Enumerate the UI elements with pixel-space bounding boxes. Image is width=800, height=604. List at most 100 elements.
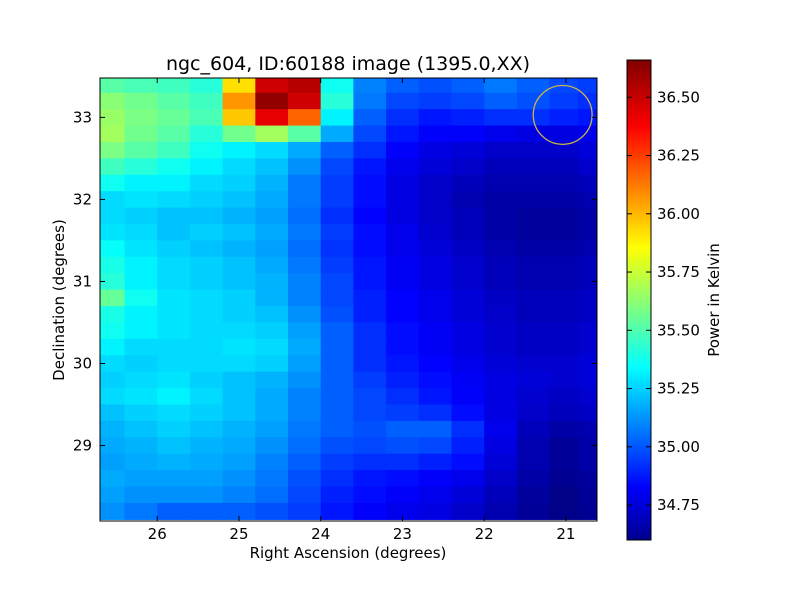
heatmap-cell xyxy=(320,191,355,209)
heatmap-cell xyxy=(100,224,126,242)
heatmap-cell xyxy=(484,207,518,225)
heatmap-cell xyxy=(516,420,551,438)
heatmap-cell xyxy=(549,338,579,356)
heatmap-cell xyxy=(255,470,289,488)
heatmap-cell xyxy=(451,273,485,291)
heatmap-cell xyxy=(484,453,518,471)
heatmap-cell xyxy=(222,388,256,406)
heatmap-cell xyxy=(222,420,256,438)
colorbar-tick-label: 35.00 xyxy=(657,438,700,456)
heatmap-cell xyxy=(255,92,289,110)
heatmap-cell xyxy=(418,289,453,307)
heatmap-cell xyxy=(578,78,597,94)
heatmap-cell xyxy=(320,289,355,307)
heatmap-cell xyxy=(549,289,579,307)
heatmap-cell xyxy=(124,470,158,488)
heatmap-cell xyxy=(320,273,355,291)
heatmap-cell xyxy=(451,92,485,110)
heatmap-cell xyxy=(418,256,453,274)
heatmap-cell xyxy=(549,125,579,143)
heatmap-cell xyxy=(418,141,453,159)
heatmap-cell xyxy=(549,486,579,504)
heatmap-cell xyxy=(255,338,289,356)
heatmap-cell xyxy=(222,207,256,225)
heatmap-cell xyxy=(549,207,579,225)
heatmap-cell xyxy=(255,371,289,389)
heatmap-cell xyxy=(255,420,289,438)
heatmap-cell xyxy=(222,191,256,209)
heatmap-cell xyxy=(157,92,191,110)
heatmap-cell xyxy=(320,92,355,110)
heatmap-cell xyxy=(255,453,289,471)
heatmap-cell xyxy=(418,470,453,488)
heatmap-cell xyxy=(386,388,420,406)
heatmap-cell xyxy=(320,158,355,176)
heatmap-cell xyxy=(157,437,191,455)
heatmap-cell xyxy=(189,78,224,94)
heatmap-cell xyxy=(222,306,256,324)
heatmap-cell xyxy=(516,404,551,422)
heatmap-cell xyxy=(549,174,579,192)
heatmap-cell xyxy=(516,158,551,176)
colorbar xyxy=(626,59,652,541)
heatmap-cell xyxy=(418,224,453,242)
x-tick-label: 26 xyxy=(148,525,167,543)
heatmap-cell xyxy=(516,224,551,242)
heatmap-image xyxy=(100,78,597,520)
heatmap-cell xyxy=(100,322,126,340)
x-tick-label: 23 xyxy=(393,525,412,543)
heatmap-cell xyxy=(484,191,518,209)
heatmap-cell xyxy=(451,224,485,242)
chart-title: ngc_604, ID:60188 image (1395.0,XX) xyxy=(166,53,530,75)
heatmap-cell xyxy=(222,273,256,291)
heatmap-cell xyxy=(288,306,322,324)
heatmap-cell xyxy=(157,240,191,258)
heatmap-cell xyxy=(353,355,387,373)
heatmap-cell xyxy=(578,273,597,291)
heatmap-cell xyxy=(288,92,322,110)
heatmap-cell xyxy=(189,191,224,209)
heatmap-cell xyxy=(484,437,518,455)
heatmap-cell xyxy=(484,240,518,258)
heatmap-cell xyxy=(320,224,355,242)
heatmap-cell xyxy=(549,404,579,422)
heatmap-cell xyxy=(100,109,126,127)
heatmap-cell xyxy=(451,470,485,488)
heatmap-cell xyxy=(578,502,597,520)
heatmap-cell xyxy=(157,470,191,488)
heatmap-cell xyxy=(189,125,224,143)
heatmap-cell xyxy=(451,437,485,455)
heatmap-cell xyxy=(222,289,256,307)
heatmap-cell xyxy=(484,355,518,373)
heatmap-cell xyxy=(418,306,453,324)
heatmap-cell xyxy=(288,125,322,143)
heatmap-cell xyxy=(516,273,551,291)
colorbar-label: Power in Kelvin xyxy=(705,243,723,357)
heatmap-cell xyxy=(255,355,289,373)
heatmap-cell xyxy=(255,125,289,143)
heatmap-cell xyxy=(189,141,224,159)
heatmap-cell xyxy=(288,502,322,520)
heatmap-cell xyxy=(189,240,224,258)
heatmap-cell xyxy=(549,322,579,340)
heatmap-cell xyxy=(222,322,256,340)
heatmap-cell xyxy=(100,273,126,291)
heatmap-cell xyxy=(100,420,126,438)
heatmap-cell xyxy=(418,338,453,356)
heatmap-cell xyxy=(516,470,551,488)
heatmap-cell xyxy=(418,420,453,438)
heatmap-cell xyxy=(451,240,485,258)
heatmap-cell xyxy=(516,322,551,340)
heatmap-cell xyxy=(157,502,191,520)
heatmap-cell xyxy=(157,256,191,274)
heatmap-cell xyxy=(157,141,191,159)
heatmap-cell xyxy=(353,92,387,110)
heatmap-cell xyxy=(484,388,518,406)
heatmap-cell xyxy=(484,420,518,438)
heatmap-cell xyxy=(288,404,322,422)
heatmap-cell xyxy=(484,92,518,110)
colorbar-tick-label: 36.25 xyxy=(657,147,700,165)
heatmap-cell xyxy=(255,240,289,258)
heatmap-cell xyxy=(124,224,158,242)
y-axis-label: Declination (degrees) xyxy=(50,219,68,381)
